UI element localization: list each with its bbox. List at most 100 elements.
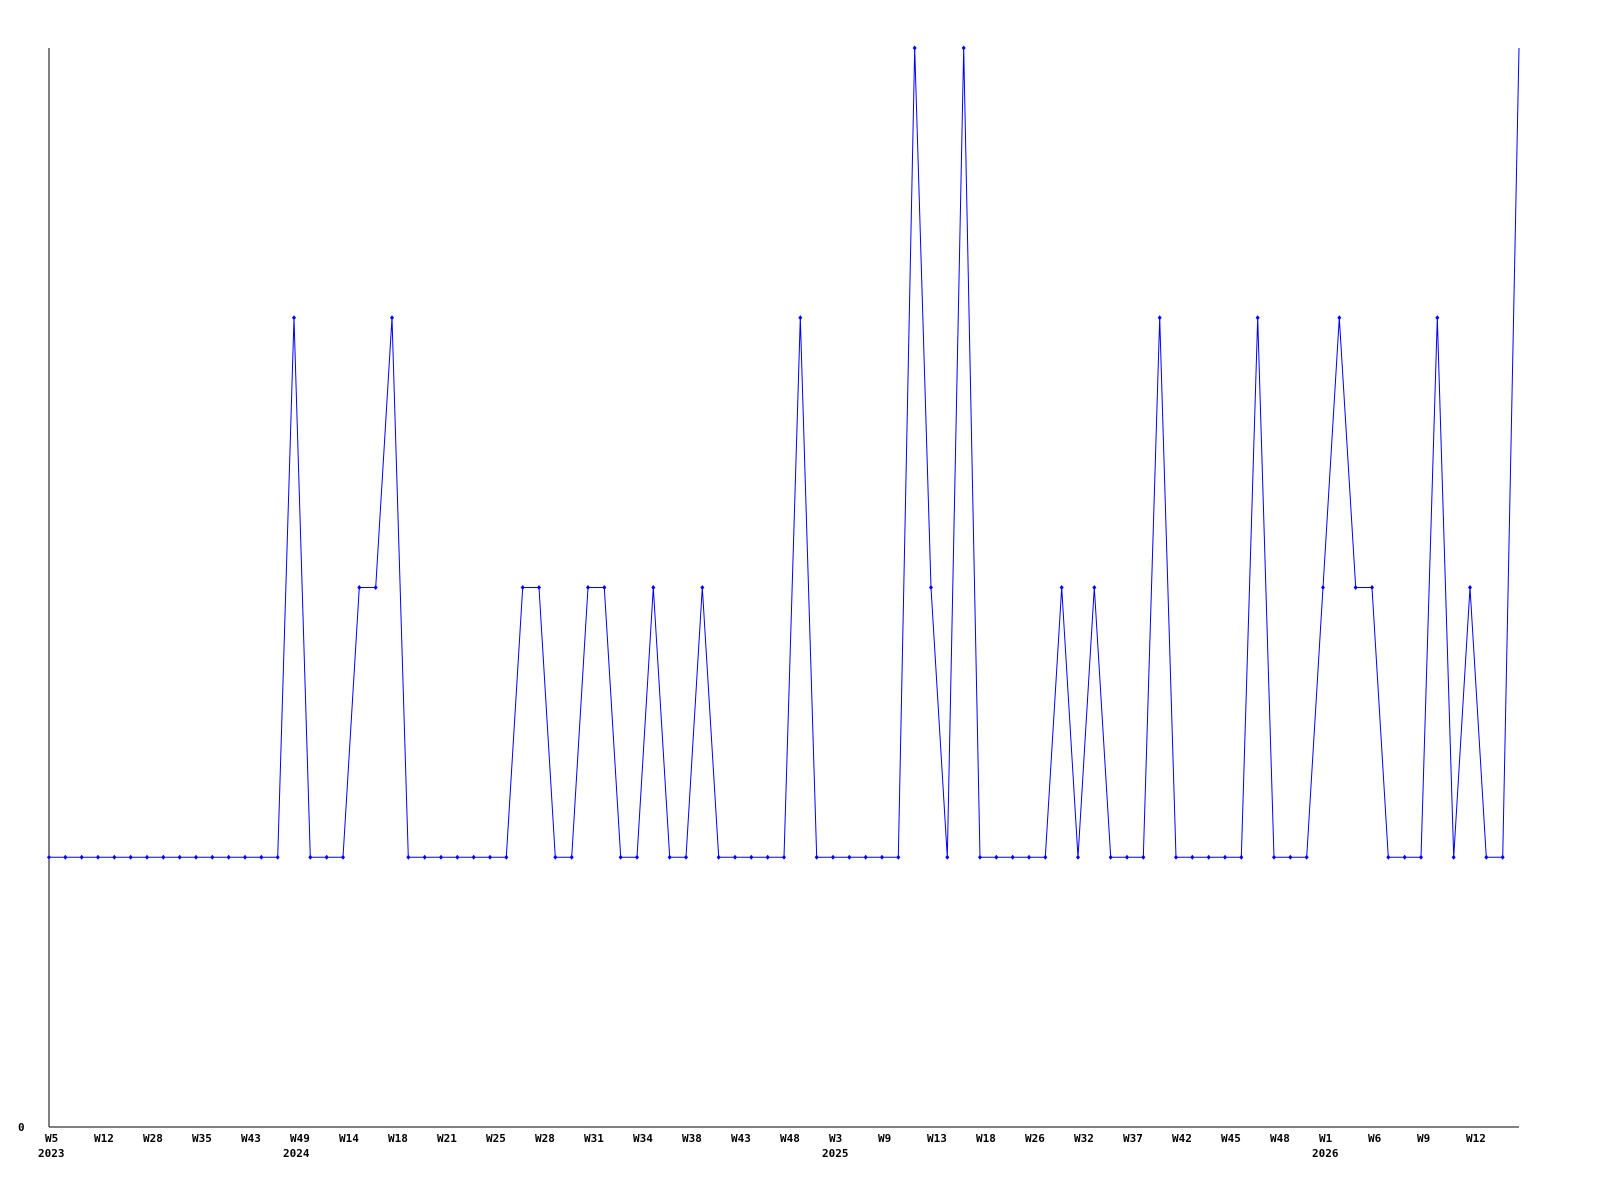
- data-point: [161, 854, 166, 860]
- data-point: [357, 585, 362, 590]
- data-point: [1255, 315, 1260, 321]
- data-point: [765, 854, 770, 860]
- x-tick-label: W25: [486, 1132, 506, 1145]
- data-point: [651, 585, 656, 590]
- data-point: [373, 585, 378, 590]
- data-point: [439, 854, 443, 860]
- x-tick-label: W13: [927, 1132, 947, 1145]
- data-point: [1125, 854, 1129, 860]
- data-point: [978, 854, 982, 860]
- x-tick-label: W37: [1123, 1132, 1143, 1145]
- data-point: [1337, 315, 1342, 321]
- data-point: [602, 585, 607, 590]
- x-tick-label: W12: [94, 1132, 114, 1145]
- data-point: [1353, 585, 1358, 590]
- x-tick-label: W3: [829, 1132, 842, 1145]
- data-point: [586, 585, 590, 590]
- x-tick-label: W18: [388, 1132, 408, 1145]
- x-tick-label: W32: [1074, 1132, 1094, 1145]
- data-point: [1451, 854, 1456, 860]
- data-point: [1419, 854, 1423, 860]
- data-point: [63, 854, 68, 860]
- data-point: [128, 854, 133, 860]
- x-tick-label: W26: [1025, 1132, 1045, 1145]
- data-point: [1321, 585, 1325, 590]
- x-tick-label: W28: [143, 1132, 163, 1145]
- x-tick-label: W12: [1466, 1132, 1486, 1145]
- data-point: [1386, 854, 1391, 860]
- data-point: [292, 315, 296, 321]
- data-point: [667, 854, 672, 860]
- data-point: [520, 585, 525, 590]
- year-label: 2024: [283, 1147, 310, 1160]
- data-point: [1402, 854, 1407, 860]
- x-tick-label: W43: [241, 1132, 261, 1145]
- x-tick-label: W28: [535, 1132, 555, 1145]
- data-point: [945, 854, 950, 860]
- data-point: [226, 854, 231, 860]
- data-point: [210, 854, 215, 860]
- data-point: [733, 854, 737, 860]
- x-tick-label: W38: [682, 1132, 702, 1145]
- data-point: [243, 854, 247, 860]
- x-tick-label: W49: [290, 1132, 310, 1145]
- data-point: [896, 854, 901, 860]
- data-point: [847, 854, 852, 860]
- data-point: [275, 854, 280, 860]
- data-point: [488, 854, 492, 860]
- x-tick-label: W43: [731, 1132, 751, 1145]
- data-point: [471, 854, 476, 860]
- x-tick-label: W42: [1172, 1132, 1192, 1145]
- data-point: [324, 854, 329, 860]
- data-point: [1304, 854, 1309, 860]
- data-point: [1076, 854, 1080, 860]
- data-point: [749, 854, 754, 860]
- x-tick-label: W14: [339, 1132, 359, 1145]
- series-line: [49, 47, 1520, 858]
- x-tick-label: W6: [1368, 1132, 1382, 1145]
- data-point: [504, 854, 509, 860]
- data-point: [177, 854, 182, 860]
- x-tick-label: W9: [1417, 1132, 1430, 1145]
- data-point: [618, 854, 623, 860]
- data-point: [994, 854, 999, 860]
- data-point: [863, 854, 868, 860]
- data-point: [406, 854, 411, 860]
- data-point: [1043, 854, 1048, 860]
- data-point: [390, 315, 394, 321]
- data-point: [1206, 854, 1211, 860]
- data-point: [961, 45, 966, 51]
- data-point: [1435, 315, 1440, 321]
- data-point: [1010, 854, 1015, 860]
- data-point: [1141, 854, 1146, 860]
- data-point: [798, 315, 803, 321]
- data-point: [716, 854, 721, 860]
- data-point: [1484, 854, 1489, 860]
- data-point: [1174, 854, 1178, 860]
- x-tick-label: W48: [780, 1132, 800, 1145]
- data-point: [259, 854, 264, 860]
- data-point: [1370, 585, 1374, 590]
- year-label: 2023: [38, 1147, 65, 1160]
- data-point: [308, 854, 313, 860]
- data-point: [1288, 854, 1293, 860]
- data-point: [1108, 854, 1113, 860]
- x-tick-label: W31: [584, 1132, 604, 1145]
- year-label: 2025: [822, 1147, 849, 1160]
- data-point: [341, 854, 345, 860]
- data-point: [1239, 854, 1244, 860]
- x-tick-label: W18: [976, 1132, 996, 1145]
- data-point: [455, 854, 460, 860]
- data-point: [537, 585, 541, 590]
- x-tick-label: W21: [437, 1132, 457, 1145]
- x-tick-label: W5: [45, 1132, 58, 1145]
- data-point: [1468, 585, 1472, 590]
- data-point: [929, 585, 933, 590]
- data-point: [422, 854, 427, 860]
- data-point: [700, 585, 705, 590]
- year-label: 2026: [1312, 1147, 1339, 1160]
- data-point: [112, 854, 117, 860]
- data-point: [814, 854, 819, 860]
- data-point: [1190, 854, 1195, 860]
